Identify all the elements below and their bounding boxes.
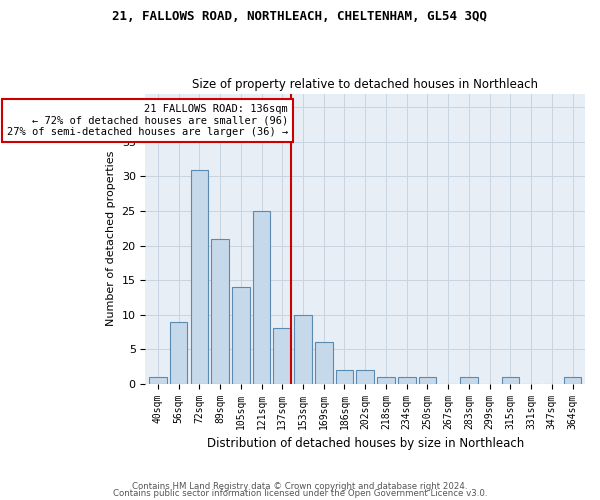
Bar [191, 170, 208, 384]
Bar [419, 377, 436, 384]
Text: Contains public sector information licensed under the Open Government Licence v3: Contains public sector information licen… [113, 490, 487, 498]
Y-axis label: Number of detached properties: Number of detached properties [106, 151, 116, 326]
Bar [232, 287, 250, 384]
Text: 21 FALLOWS ROAD: 136sqm
← 72% of detached houses are smaller (96)
27% of semi-de: 21 FALLOWS ROAD: 136sqm ← 72% of detache… [7, 104, 288, 137]
Bar [253, 211, 271, 384]
Bar [274, 328, 291, 384]
Bar [377, 377, 395, 384]
Bar [335, 370, 353, 384]
Bar [564, 377, 581, 384]
Bar [149, 377, 167, 384]
Title: Size of property relative to detached houses in Northleach: Size of property relative to detached ho… [192, 78, 538, 91]
Bar [356, 370, 374, 384]
Bar [398, 377, 416, 384]
Bar [294, 314, 312, 384]
Bar [170, 322, 187, 384]
Bar [460, 377, 478, 384]
X-axis label: Distribution of detached houses by size in Northleach: Distribution of detached houses by size … [206, 437, 524, 450]
Bar [315, 342, 332, 384]
Text: Contains HM Land Registry data © Crown copyright and database right 2024.: Contains HM Land Registry data © Crown c… [132, 482, 468, 491]
Text: 21, FALLOWS ROAD, NORTHLEACH, CHELTENHAM, GL54 3QQ: 21, FALLOWS ROAD, NORTHLEACH, CHELTENHAM… [113, 10, 487, 23]
Bar [211, 238, 229, 384]
Bar [502, 377, 519, 384]
